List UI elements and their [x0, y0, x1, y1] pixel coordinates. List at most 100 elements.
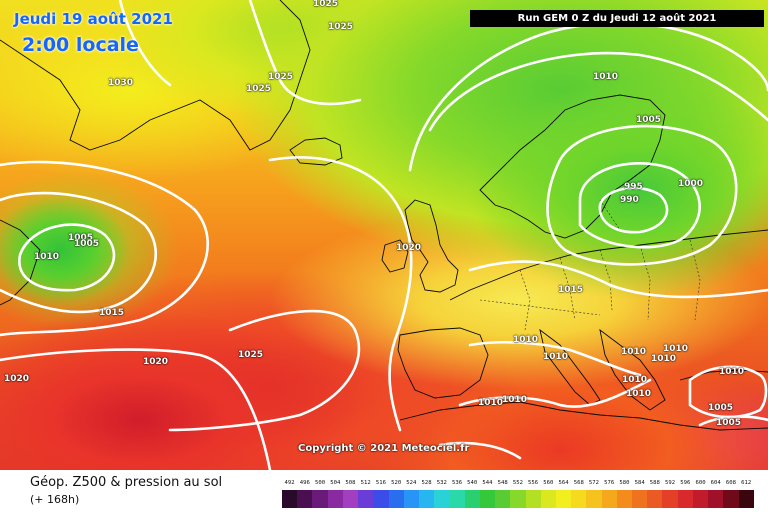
- isobar-low-east-outer: [546, 124, 738, 266]
- isobar-label: 1010: [478, 398, 504, 408]
- legend-value: 540: [467, 480, 478, 486]
- isobar-1010-med-a: [468, 340, 642, 377]
- legend-value: 516: [375, 480, 386, 486]
- isobar-label: 1005: [636, 115, 662, 125]
- isobar-label: 990: [620, 195, 639, 205]
- isobar-label: 1020: [4, 374, 30, 384]
- legend-swatch: [586, 490, 602, 508]
- legend-value: 552: [512, 480, 523, 486]
- legend-swatch: [373, 490, 389, 508]
- isobar-label: 1010: [626, 389, 652, 399]
- isobar-label: 1005: [716, 418, 742, 428]
- isobar-label: 1010: [543, 352, 569, 362]
- map-overlay: [0, 0, 768, 470]
- legend-value: 612: [741, 480, 752, 486]
- legend-swatches: [282, 490, 754, 508]
- legend-value: 560: [543, 480, 554, 486]
- legend-swatch: [388, 490, 404, 508]
- isobar-label: 1025: [246, 84, 272, 94]
- legend-value: 520: [391, 480, 402, 486]
- legend-swatch: [647, 490, 663, 508]
- legend-value: 584: [634, 480, 645, 486]
- legend-value: 544: [482, 480, 493, 486]
- legend-swatch: [616, 490, 633, 508]
- iberia-coast: [397, 327, 489, 399]
- legend-swatch: [555, 490, 572, 508]
- legend-swatch: [692, 490, 709, 508]
- legend-value: 580: [619, 480, 630, 486]
- legend-value: 512: [360, 480, 371, 486]
- legend-value: 492: [284, 480, 295, 486]
- legend-value: 596: [680, 480, 691, 486]
- forecast-date: Jeudi 19 août 2021: [14, 10, 173, 28]
- legend-value: 564: [558, 480, 569, 486]
- legend-value: 572: [588, 480, 600, 486]
- isobar-low-east-inner: [598, 186, 669, 234]
- legend-value: 504: [330, 480, 341, 486]
- isobar-1025-greenland: [248, 0, 362, 106]
- isobar-label: 1020: [396, 243, 422, 253]
- color-legend: 492 496 500 504 508 512 516 520 524 528 532 536 540 5…: [282, 478, 754, 510]
- isobar-label: 1020: [143, 357, 169, 367]
- isobar-1030-greenland: [118, 0, 172, 87]
- isobar-low-east-mid: [578, 161, 701, 249]
- isobar-label: 1010: [719, 367, 745, 377]
- legend-swatch: [495, 490, 511, 508]
- isobar-label: 1010: [513, 335, 539, 345]
- canada-coast: [0, 219, 41, 306]
- isobar-label: 995: [624, 182, 643, 192]
- copyright-text: Copyright © 2021 Meteociel.fr: [298, 443, 470, 454]
- weather-map: 1025 1025 1030 1025 1025 1010 1005 995 1…: [0, 0, 768, 470]
- isobar-label: 1005: [708, 403, 734, 413]
- isobar-1020-atlantic: [268, 156, 413, 432]
- legend-value: 548: [497, 480, 508, 486]
- legend-swatch: [479, 490, 496, 508]
- isobar-1010-med-c: [438, 441, 522, 460]
- legend-swatch: [312, 490, 328, 508]
- italy-coast: [539, 328, 601, 406]
- product-title: Géop. Z500 & pression au sol: [30, 475, 223, 490]
- isobar-1010-med-b: [458, 378, 652, 408]
- isobar-label: 1010: [622, 375, 648, 385]
- isobar-1015-central: [468, 260, 768, 299]
- legend-value: 496: [299, 480, 310, 486]
- legend-value: 524: [406, 480, 417, 486]
- legend-swatch: [418, 490, 435, 508]
- legend-swatch: [403, 490, 419, 508]
- legend-value: 528: [421, 480, 432, 486]
- isobar-label: 1015: [99, 308, 125, 318]
- isobar-label: 1005: [74, 239, 100, 249]
- isobar-label: 1025: [328, 22, 354, 32]
- africa-coast: [399, 401, 768, 431]
- isobar-label: 1010: [34, 252, 60, 262]
- isobar-label: 1015: [558, 285, 584, 295]
- legend-swatch: [464, 490, 480, 508]
- isobar-label: 1030: [108, 78, 134, 88]
- britain-coast: [404, 199, 459, 293]
- isobar-label: 1000: [678, 179, 704, 189]
- isobar-1010-north: [428, 51, 768, 132]
- legend-value: 576: [604, 480, 615, 486]
- legend-value: 604: [710, 480, 721, 486]
- legend-value: 600: [695, 480, 706, 486]
- legend-swatch: [342, 490, 359, 508]
- isobar-1020-south: [0, 348, 272, 470]
- isobar-label: 1010: [651, 354, 677, 364]
- greenland-coast: [0, 0, 311, 151]
- isobar-1005-east: [688, 365, 768, 419]
- legend-swatch: [434, 490, 450, 508]
- legend-swatch: [510, 490, 526, 508]
- isobar-label: 1025: [238, 350, 264, 360]
- legend-swatch: [738, 490, 754, 508]
- ireland-coast: [381, 239, 409, 273]
- isobar-low-west-mid: [0, 191, 157, 314]
- legend-swatch: [540, 490, 556, 508]
- isobar-low-west-inner: [18, 223, 116, 292]
- legend-value: 508: [345, 480, 356, 486]
- isobar-1005-east-b: [698, 415, 768, 427]
- legend-value: 588: [649, 480, 660, 486]
- model-run-label: Run GEM 0 Z du Jeudi 12 août 2021: [470, 10, 764, 27]
- legend-value: 536: [451, 480, 463, 486]
- legend-swatch: [327, 490, 343, 508]
- isobar-label: 1005: [68, 233, 94, 243]
